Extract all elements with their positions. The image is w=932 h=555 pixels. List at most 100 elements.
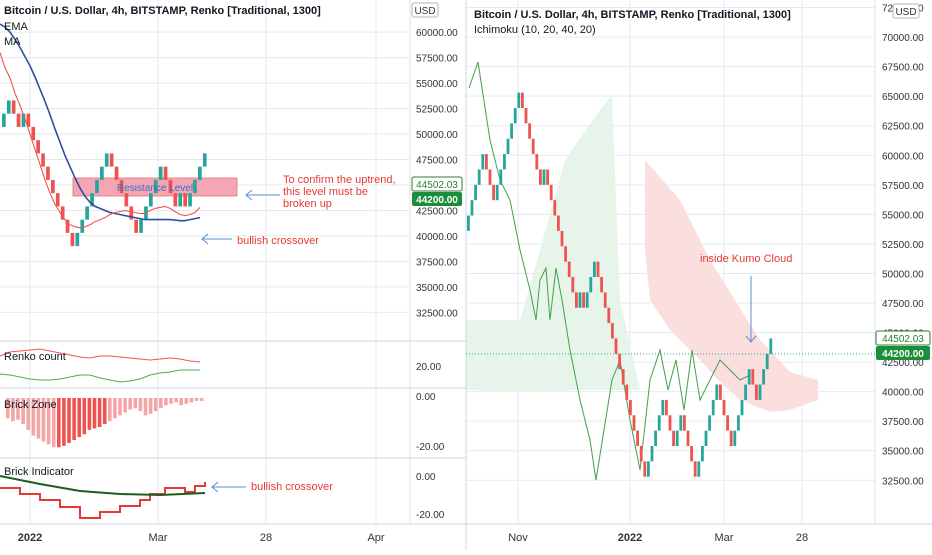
- kumo-cloud-label: inside Kumo Cloud: [700, 253, 792, 265]
- brick-zone-bar: [51, 398, 56, 448]
- right-renko-brick: [513, 108, 517, 124]
- right-currency-tag[interactable]: USD: [895, 7, 916, 18]
- brick-zone-bar: [179, 398, 183, 406]
- left-renko-brick: [183, 193, 187, 207]
- left-price-tick: 32500.00: [416, 308, 458, 319]
- right-renko-brick: [560, 230, 564, 247]
- brick-zone-bar: [184, 398, 189, 404]
- brick-zone-bar: [138, 398, 143, 412]
- right-renko-brick: [549, 184, 553, 201]
- brick-zone-bar: [159, 398, 163, 409]
- left-renko-brick: [16, 113, 21, 127]
- right-renko-brick: [762, 369, 765, 385]
- right-renko-brick: [661, 399, 665, 416]
- right-renko-brick: [719, 384, 722, 400]
- right-price-tick: 32500.00: [882, 476, 924, 487]
- right-renko-brick: [751, 369, 755, 385]
- left-renko-brick: [124, 193, 129, 207]
- right-price-tick: 47500.00: [882, 299, 924, 310]
- brick-zone-bar: [21, 398, 25, 425]
- grid-left: [0, 0, 410, 524]
- right-price-tick: 55000.00: [882, 210, 924, 221]
- right-ichimoku-legend[interactable]: Ichimoku (10, 20, 40, 20): [474, 24, 596, 36]
- right-renko-brick: [672, 430, 675, 446]
- left-renko-brick: [31, 126, 36, 141]
- right-renko-brick: [567, 261, 571, 277]
- right-time-axis[interactable]: Nov 2022 Mar 28: [508, 532, 808, 544]
- brick-zone-bar: [108, 398, 112, 422]
- right-renko-brick: [614, 338, 618, 354]
- left-legend-ma[interactable]: MA: [4, 36, 21, 48]
- right-renko-brick: [690, 446, 693, 462]
- brick-zone-bar: [143, 398, 148, 416]
- left-renko-brick: [55, 193, 60, 207]
- brick-zone-bar: [72, 398, 76, 441]
- right-renko-brick: [747, 369, 751, 385]
- left-renko-brick: [109, 153, 114, 167]
- right-renko-brick: [650, 446, 654, 462]
- brick-zone-bar: [46, 398, 51, 445]
- left-time-tick: Apr: [367, 532, 384, 544]
- uptrend-note-line-1: To confirm the uptrend,: [283, 174, 396, 186]
- left-price-tick: 50000.00: [416, 130, 458, 141]
- uptrend-note-line-3: broken up: [283, 198, 332, 210]
- right-renko-brick: [492, 184, 495, 201]
- brick-zone-bar: [36, 398, 41, 439]
- brick-indicator-title: Brick Indicator: [4, 466, 74, 478]
- brick-zone-bar: [97, 398, 102, 427]
- brick-zone-bar: [62, 398, 66, 446]
- right-renko-brick: [632, 415, 636, 431]
- brick-zone-bar: [67, 398, 71, 443]
- left-renko-brick: [173, 193, 178, 207]
- left-renko-brick: [41, 153, 45, 167]
- right-renko-brick: [726, 415, 729, 431]
- right-renko-brick: [474, 184, 477, 201]
- left-close-price-badge: 44200.00: [416, 195, 458, 206]
- brick-zone-bar: [189, 398, 194, 403]
- left-renko-brick: [178, 193, 183, 207]
- brick-zone-bar: [87, 398, 92, 430]
- brick-zone-bar: [92, 398, 97, 429]
- left-renko-brick: [104, 153, 109, 167]
- ma-line: [0, 23, 201, 222]
- right-renko-brick: [603, 292, 607, 308]
- left-renko-brick: [95, 179, 99, 194]
- right-price-tick: 62500.00: [882, 122, 924, 133]
- renko-count-axis-20: 20.00: [416, 362, 441, 373]
- left-price-tick: 42500.00: [416, 206, 458, 217]
- left-renko-brick: [11, 100, 16, 114]
- right-renko-brick: [578, 292, 582, 308]
- kumo-green-area: [466, 95, 640, 392]
- left-renko-brick: [168, 179, 173, 194]
- right-renko-brick: [679, 415, 683, 431]
- brick-indicator-lines: [0, 475, 206, 519]
- chikou-line-path: [468, 61, 751, 481]
- left-price-tick: 60000.00: [416, 28, 458, 39]
- right-renko-brick: [589, 277, 593, 293]
- left-legend-ema[interactable]: EMA: [4, 21, 29, 33]
- left-currency-tag[interactable]: USD: [414, 6, 435, 17]
- left-price-tick: 55000.00: [416, 79, 458, 90]
- left-time-axis[interactable]: 2022 Mar 28 Apr: [18, 532, 385, 544]
- brick-zone-bar: [174, 398, 178, 403]
- left-renko-brick: [80, 219, 85, 233]
- right-price-tick: 52500.00: [882, 240, 924, 251]
- right-renko-brick: [740, 399, 744, 416]
- right-renko-brick: [765, 353, 769, 370]
- left-time-tick: 2022: [18, 532, 42, 544]
- right-renko-brick: [524, 108, 528, 124]
- left-currency-tag-box: [411, 2, 439, 18]
- right-renko-brick: [657, 415, 661, 431]
- right-renko-brick: [467, 215, 470, 231]
- left-price-tick: 52500.00: [416, 105, 458, 116]
- brick-zone-bar: [6, 398, 10, 419]
- right-price-tick: 50000.00: [882, 269, 924, 280]
- right-renko-brick: [503, 154, 506, 170]
- right-renko-brick: [636, 430, 639, 446]
- right-renko-brick: [553, 200, 557, 216]
- brick-zone-bar: [57, 398, 61, 448]
- left-renko-brick: [46, 166, 50, 180]
- right-renko-brick: [470, 200, 474, 216]
- crossover-arrow: [201, 233, 232, 245]
